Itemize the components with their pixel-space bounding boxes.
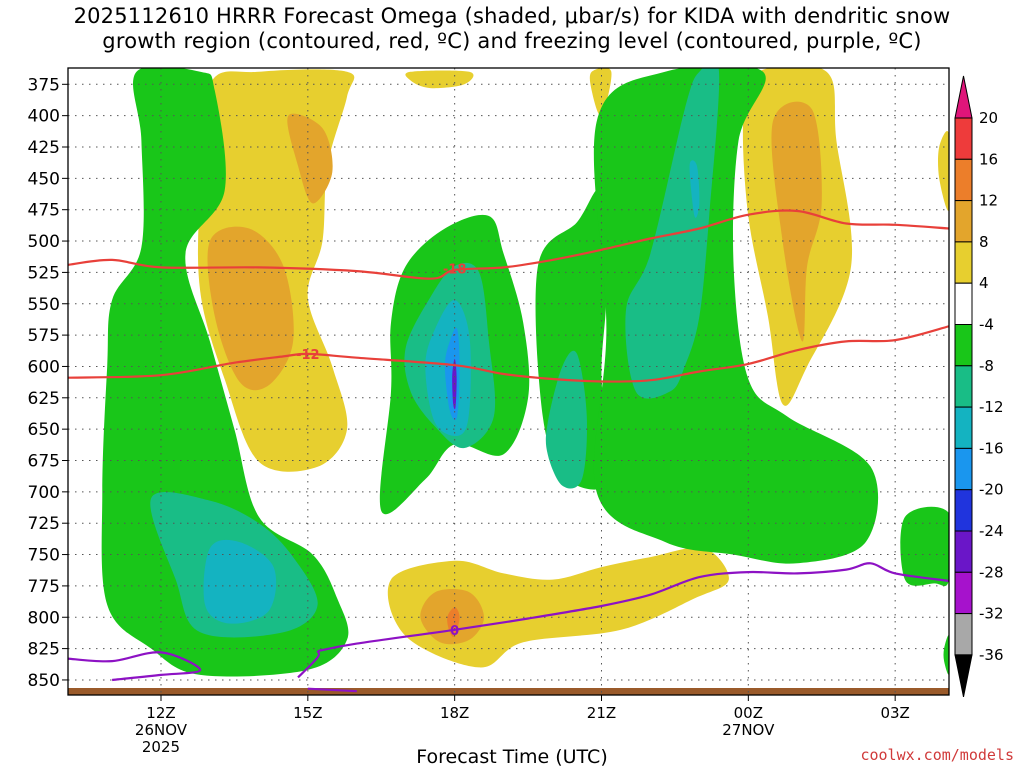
colorbar-label-2: 12	[979, 192, 998, 210]
omega-region-3	[405, 70, 474, 89]
colorbar-bin-1	[954, 158, 973, 202]
freezing-contour-line-1	[68, 651, 202, 682]
y-tick-label-500: 500	[28, 232, 60, 252]
x-tick-label-12Z: 12Z	[146, 704, 175, 722]
pressure-axis: 375 400 425 450 475 500 525 550 575 600 625 650 675 7…	[28, 75, 68, 691]
omega-region-15	[900, 506, 949, 586]
colorbar-label-3: 8	[979, 233, 989, 251]
colorbar-label-1: 16	[979, 150, 998, 168]
colorbar-bin-7	[954, 406, 973, 449]
omega-colorbar: 20 16 12 8 4 -4 -8 -12 -16 -20 -24 -28 -32 -36	[954, 75, 1004, 697]
y-tick-label-700: 700	[28, 483, 60, 503]
colorbar-label-10: -24	[979, 522, 1004, 540]
chart-title-line1: 2025112610 HRRR Forecast Omega (shaded, …	[73, 4, 951, 28]
credit-link[interactable]: coolwx.com/models	[860, 746, 1014, 764]
omega-region-21	[203, 539, 277, 624]
y-tick-label-550: 550	[28, 295, 60, 315]
y-tick-label-625: 625	[28, 389, 60, 409]
y-tick-label-725: 725	[28, 514, 60, 534]
freezing-contour-line-3	[307, 687, 357, 693]
colorbar-bin-2	[954, 200, 973, 243]
x-tick-label-00Z: 00Z	[734, 704, 763, 722]
y-tick-label-450: 450	[28, 169, 60, 189]
omega-region-20	[545, 350, 587, 489]
y-tick-label-575: 575	[28, 326, 60, 346]
dendritic-contour-label-0: -18	[443, 263, 467, 278]
colorbar-bottom-arrow	[954, 654, 973, 697]
chart-title-line2: growth region (contoured, red, ºC) and f…	[102, 29, 922, 53]
plot-frame	[67, 67, 950, 696]
y-tick-label-600: 600	[28, 357, 60, 377]
freezing-contour-line-0	[317, 562, 949, 653]
x-tick-date-12Z: 26NOV	[135, 721, 188, 739]
omega-region-7	[938, 130, 949, 211]
omega-region-6	[771, 101, 822, 342]
colorbar-label-8: -16	[979, 439, 1004, 457]
colorbar-top-arrow	[954, 75, 973, 119]
x-tick-label-15Z: 15Z	[293, 704, 322, 722]
y-tick-label-525: 525	[28, 263, 60, 283]
omega-shaded-regions	[101, 68, 949, 677]
omega-region-4	[589, 68, 612, 116]
y-tick-label-400: 400	[28, 107, 60, 127]
y-tick-label-475: 475	[28, 201, 60, 221]
contour-labels: -18 -12 0	[296, 263, 467, 639]
colorbar-label-9: -20	[979, 481, 1004, 499]
omega-region-14	[593, 68, 879, 564]
dendritic-contour-label-1: -12	[296, 348, 320, 363]
omega-region-16	[943, 635, 949, 675]
colorbar-bin-10	[954, 530, 973, 573]
colorbar-label-0: 20	[979, 109, 998, 127]
chart-title: 2025112610 HRRR Forecast Omega (shaded, …	[0, 4, 1024, 54]
colorbar-bin-12	[954, 613, 973, 656]
y-tick-label-850: 850	[28, 671, 60, 691]
y-tick-label-425: 425	[28, 138, 60, 158]
colorbar-label-7: -12	[979, 398, 1004, 416]
x-tick-label-18Z: 18Z	[440, 704, 469, 722]
x-tick-label-21Z: 21Z	[587, 704, 616, 722]
x-tick-label-03Z: 03Z	[880, 704, 909, 722]
colorbar-bin-5	[954, 324, 973, 367]
y-tick-label-775: 775	[28, 577, 60, 597]
x-tick-year-12Z: 2025	[142, 738, 180, 756]
colorbar-bin-11	[954, 571, 973, 615]
omega-region-2	[287, 113, 333, 204]
colorbar-bin-3	[954, 241, 973, 284]
y-tick-label-800: 800	[28, 608, 60, 628]
colorbar-label-6: -8	[979, 357, 994, 375]
colorbar-label-5: -4	[979, 316, 994, 334]
colorbar-bin-4	[954, 282, 973, 326]
freezing-contour-line-2	[297, 650, 321, 679]
colorbar-label-12: -32	[979, 605, 1004, 623]
omega-region-23	[689, 160, 700, 218]
freezing-contour-label-0: 0	[450, 624, 459, 639]
x-axis-label: Forecast Time (UTC)	[416, 746, 608, 768]
colorbar-bin-6	[954, 365, 973, 408]
colorbar-bin-8	[954, 447, 973, 491]
colorbar-bin-0	[954, 117, 973, 160]
y-tick-label-375: 375	[28, 75, 60, 95]
colorbar-label-11: -28	[979, 563, 1004, 581]
omega-region-8	[387, 547, 729, 668]
colorbar-bin-9	[954, 489, 973, 532]
dendritic-contour-line-0	[68, 209, 949, 280]
colorbar-label-13: -36	[979, 646, 1004, 664]
contour-lines	[68, 209, 949, 693]
ground-surface	[68, 688, 949, 695]
y-tick-label-650: 650	[28, 420, 60, 440]
y-tick-label-750: 750	[28, 546, 60, 566]
dendritic-contour-line-1	[68, 325, 949, 383]
colorbar-label-4: 4	[979, 274, 989, 292]
y-tick-label-675: 675	[28, 452, 60, 472]
y-tick-label-825: 825	[28, 640, 60, 660]
x-tick-date-00Z: 27NOV	[722, 721, 775, 739]
